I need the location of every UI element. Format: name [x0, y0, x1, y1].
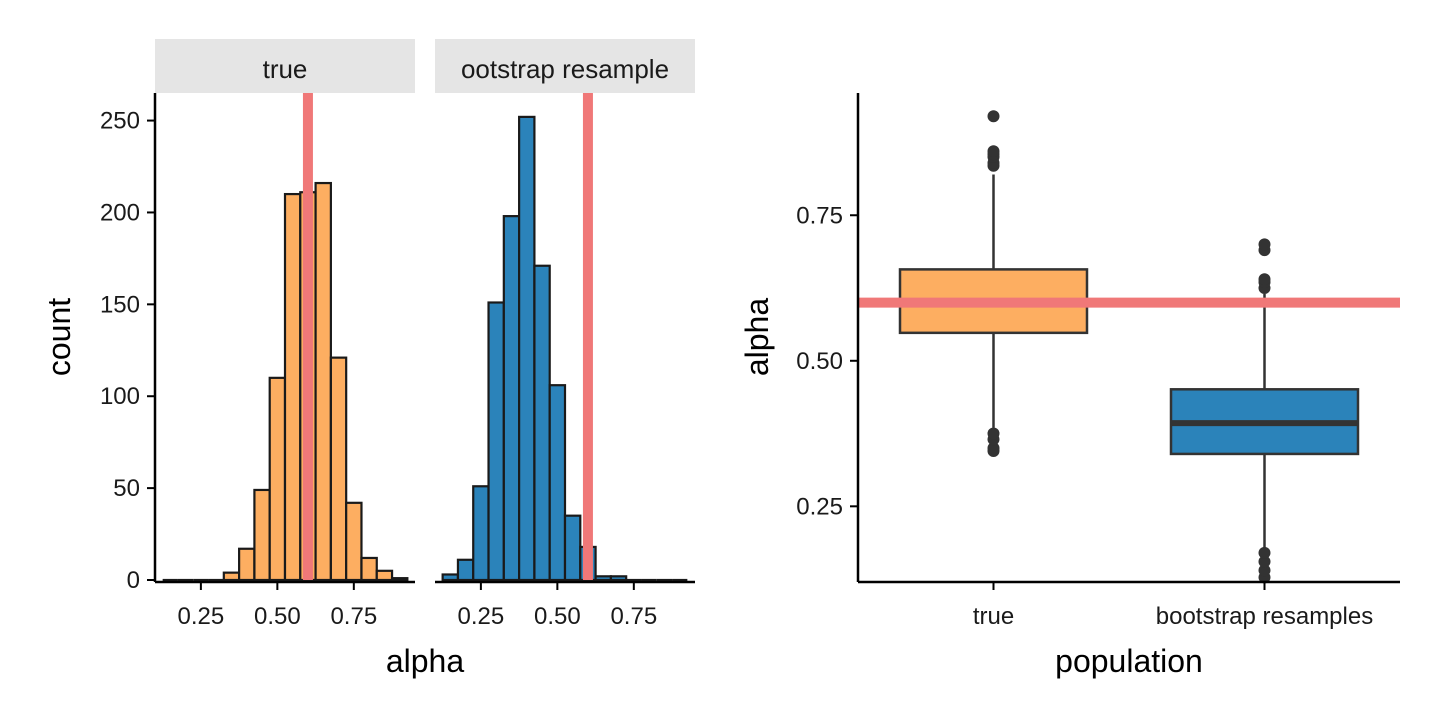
histogram-bar [456, 558, 475, 582]
x-axis-title: population [1055, 643, 1203, 679]
histogram-bar [548, 384, 567, 582]
outlier-point [987, 427, 1000, 440]
facet-strip [155, 39, 415, 93]
outlier-point [1258, 555, 1271, 568]
histogram-bar [283, 192, 302, 582]
outlier-point [1258, 564, 1271, 577]
histogram-bar [594, 575, 612, 582]
x-tick-label: 0.50 [534, 603, 581, 630]
y-tick-label: 150 [100, 291, 140, 318]
y-tick-label: 200 [100, 199, 140, 226]
histogram-facet-true: true 0.25 0.50 0.75 [155, 39, 415, 630]
facet-strip-label: true [263, 54, 308, 84]
histogram-facet-bootstrap: ootstrap resample 0.25 0.50 0.75 [435, 39, 695, 630]
y-tick-label: 50 [113, 475, 140, 502]
histogram-bar [238, 547, 256, 582]
boxplot-true [898, 110, 1089, 458]
x-tick-label: true [973, 603, 1014, 630]
facet-strip-label: ootstrap resample [461, 54, 669, 84]
histogram-bar [533, 264, 551, 582]
outlier-point [1258, 546, 1271, 559]
y-tick-label: 0.25 [796, 493, 843, 520]
histogram-bar [563, 514, 582, 582]
facet-strip [435, 39, 695, 93]
histogram-bar [345, 501, 363, 582]
histogram-bar [314, 181, 332, 582]
outlier-point [987, 145, 1000, 158]
x-tick-label: bootstrap resamples [1156, 603, 1373, 630]
histogram-bar [222, 571, 241, 582]
y-tick-label: 0.75 [796, 202, 843, 229]
histogram-bar [253, 488, 271, 582]
histogram-y-axis: 0 50 100 150 200 250 [100, 93, 157, 594]
y-axis-title: alpha [739, 298, 775, 377]
x-tick-label: 0.25 [458, 603, 505, 630]
x-axis-title: alpha [386, 643, 465, 679]
histogram-bar [487, 301, 505, 582]
histogram-bar [472, 485, 490, 582]
histogram-bar [268, 376, 287, 582]
y-tick-label: 0 [127, 567, 140, 594]
outlier-point [987, 442, 1000, 455]
outlier-point [987, 110, 1000, 123]
x-tick-label: 0.50 [254, 603, 301, 630]
boxplot-panel: 0.25 0.50 0.75 true bootstrap resamples popul… [739, 93, 1400, 679]
y-axis-title: count [41, 298, 77, 376]
histogram-bar [502, 215, 521, 582]
histogram-panels: true 0.25 0.50 0.75 ootstrap resample 0.25 0.5… [41, 39, 695, 679]
histogram-bar [329, 356, 348, 582]
outlier-point [1258, 238, 1271, 251]
boxplot-bootstrap [1169, 238, 1360, 584]
outlier-point [1258, 273, 1271, 286]
histogram-bars [162, 181, 409, 582]
x-tick-label: 0.75 [330, 603, 377, 630]
y-tick-label: 100 [100, 383, 140, 410]
histogram-bar [441, 573, 460, 582]
x-tick-label: 0.25 [178, 603, 225, 630]
x-tick-label: 0.75 [610, 603, 657, 630]
y-tick-label: 0.50 [796, 348, 843, 375]
y-tick-label: 250 [100, 108, 140, 135]
histogram-bars [441, 115, 688, 582]
histogram-bar [518, 115, 536, 582]
histogram-bar [375, 569, 394, 582]
histogram-bar [390, 577, 409, 582]
histogram-bar [360, 556, 378, 582]
histogram-bar [609, 575, 628, 582]
